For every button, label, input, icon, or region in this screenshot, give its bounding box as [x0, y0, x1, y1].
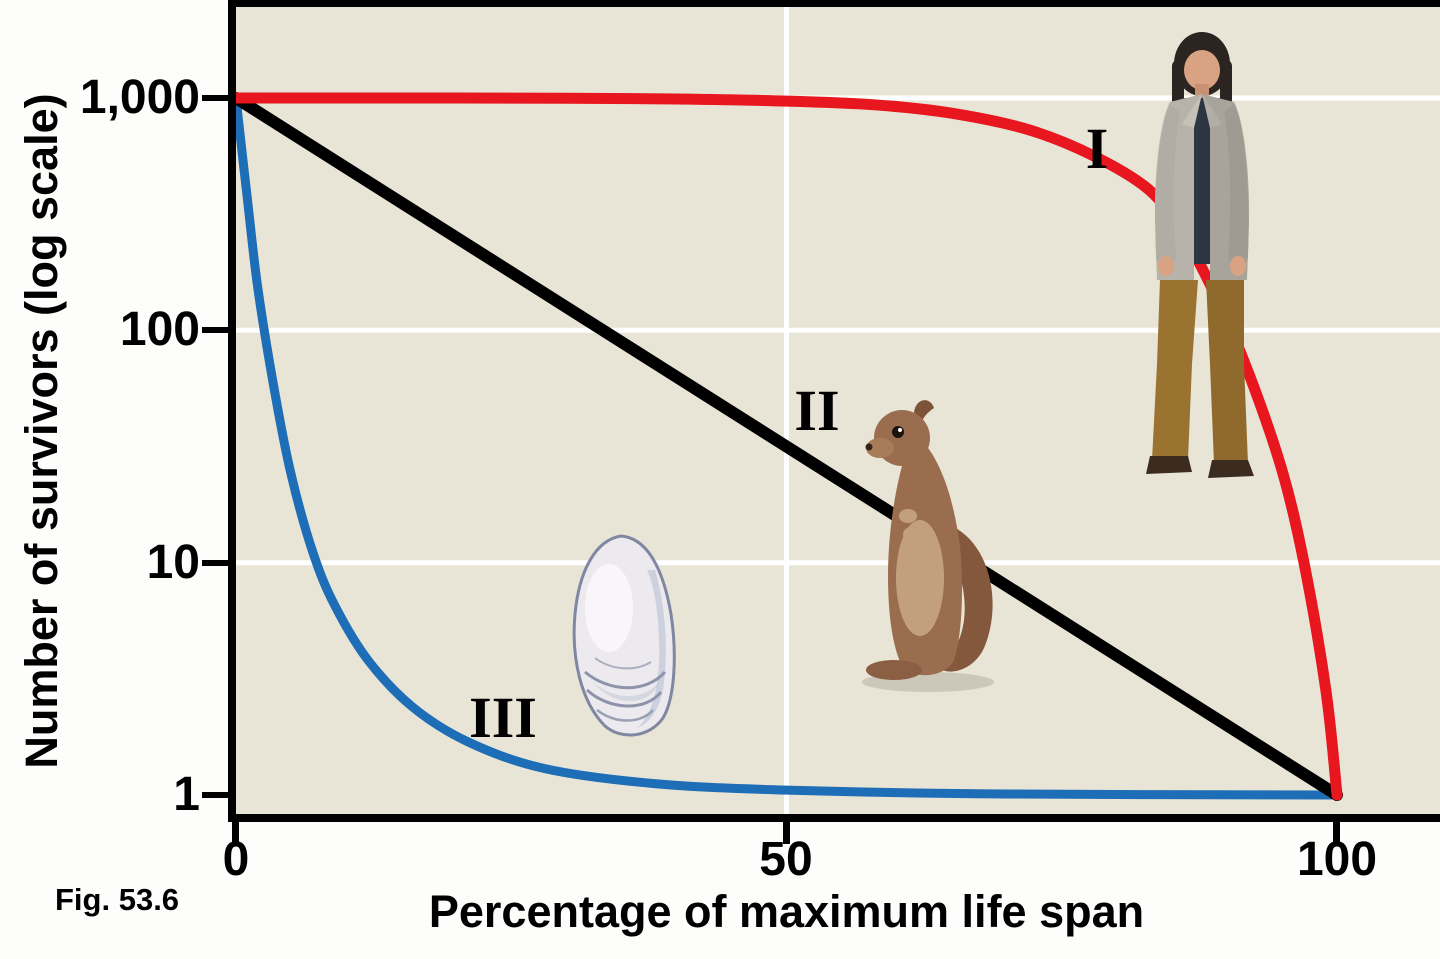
- oyster-illustration: [572, 534, 676, 737]
- curve-type-II: [236, 92, 1343, 801]
- human-illustration: [1146, 32, 1254, 478]
- curves-canvas: [236, 7, 1440, 814]
- y-tick-mark: [202, 560, 228, 566]
- y-tick-label-10: 10: [146, 536, 200, 589]
- y-tick-label-1: 1: [173, 768, 200, 821]
- squirrel-illustration: [862, 400, 994, 692]
- x-tick-mark: [232, 822, 239, 844]
- x-axis-title: Percentage of maximum life span: [428, 886, 1145, 937]
- x-tick-label-100: 100: [1296, 833, 1378, 886]
- y-axis-title: Number of survivors (log scale): [16, 93, 67, 769]
- curve-type-I: [236, 92, 1343, 801]
- y-tick-mark: [202, 327, 228, 333]
- y-tick-mark: [202, 792, 228, 798]
- y-tick-label-1000: 1,000: [79, 71, 200, 124]
- plot-area: I II III: [228, 0, 1440, 822]
- x-tick-mark: [1333, 822, 1340, 844]
- series-label-type-II: II: [794, 378, 840, 443]
- x-tick-label-0: 0: [222, 833, 250, 886]
- series-label-type-III: III: [469, 685, 537, 750]
- y-tick-label-100: 100: [119, 303, 200, 356]
- figure-caption: Fig. 53.6: [55, 882, 180, 917]
- series-label-type-I: I: [1085, 116, 1109, 181]
- curve-type-III: [236, 93, 1342, 800]
- y-tick-mark: [202, 95, 228, 101]
- x-tick-label-50: 50: [759, 833, 813, 886]
- x-tick-mark: [783, 822, 790, 844]
